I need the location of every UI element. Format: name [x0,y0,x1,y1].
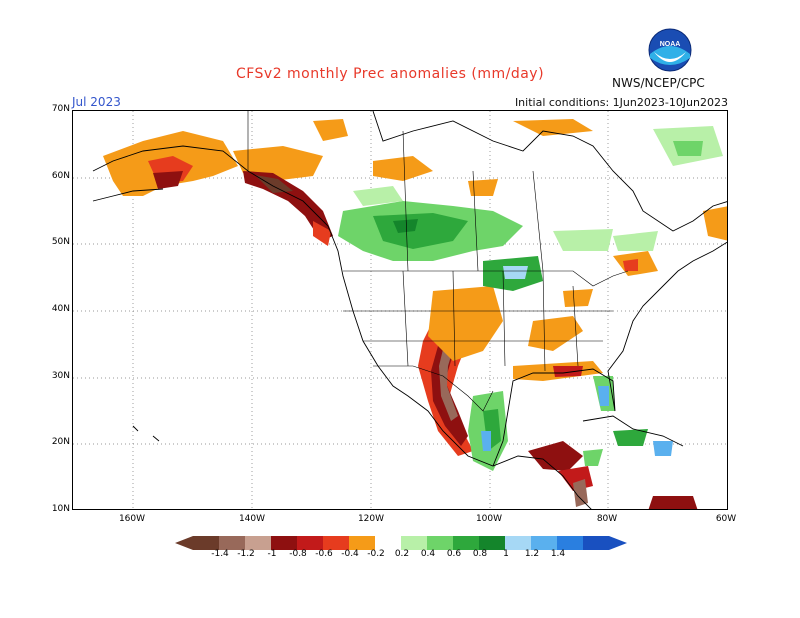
lat-label-20n: 20N [51,437,70,447]
legend-label: -0.8 [289,549,307,559]
legend-label: -0.6 [315,549,333,559]
legend-colorbar [175,536,627,550]
legend-label: 0.2 [394,549,410,559]
legend-swatch [479,536,505,550]
lat-label-40n: 40N [51,304,70,314]
initial-conditions: Initial conditions: 1Jun2023-10Jun2023 [514,96,728,109]
legend-arrow-right [609,536,627,550]
legend-label: -0.2 [367,549,385,559]
forecast-month: Jul 2023 [72,95,121,109]
legend-swatch [505,536,531,550]
legend-swatch [531,536,557,550]
legend-label: 0.8 [472,549,488,559]
legend-swatch [271,536,297,550]
precip-anomaly-map [72,110,728,510]
legend-arrow-left [175,536,193,550]
organization-label: NWS/NCEP/CPC [612,76,705,90]
borders [247,111,629,412]
lon-label-120w: 120W [357,514,385,524]
legend-swatch [583,536,609,550]
lon-label-160w: 160W [118,514,146,524]
legend-swatch [219,536,245,550]
lon-label-140w: 140W [238,514,266,524]
legend-label: 1.2 [524,549,540,559]
legend-swatch [297,536,323,550]
legend-swatch [323,536,349,550]
legend-label: 0.4 [420,549,436,559]
lat-label-60n: 60N [51,171,70,181]
svg-text:NOAA: NOAA [660,41,681,48]
legend-swatch [453,536,479,550]
legend-swatch [427,536,453,550]
chart-title: CFSv2 monthly Prec anomalies (mm/day) [235,66,545,82]
legend-swatch [375,536,401,550]
lat-label-30n: 30N [51,371,70,381]
lon-label-80w: 80W [596,514,618,524]
dry-anomalies [103,119,727,509]
legend-label: 1 [503,549,509,559]
lon-label-100w: 100W [475,514,503,524]
noaa-logo-icon: NOAA [648,28,692,72]
legend-label: -1 [267,549,277,559]
map-canvas [73,111,727,509]
lat-label-70n: 70N [51,104,70,114]
legend-swatch [349,536,375,550]
lon-label-60w: 60W [715,514,737,524]
legend-label: 1.4 [550,549,566,559]
legend-swatch [193,536,219,550]
wet-anomalies [338,126,723,471]
lat-label-50n: 50N [51,237,70,247]
legend-label: -0.4 [341,549,359,559]
legend-label: -1.2 [237,549,255,559]
legend-swatch [557,536,583,550]
lat-label-10n: 10N [51,504,70,514]
legend-labels: -1.4 -1.2 -1 -0.8 -0.6 -0.4 -0.2 0.2 0.4… [0,549,800,563]
legend-swatch [401,536,427,550]
legend-label: 0.6 [446,549,462,559]
legend-label: -1.4 [211,549,229,559]
legend-swatch [245,536,271,550]
